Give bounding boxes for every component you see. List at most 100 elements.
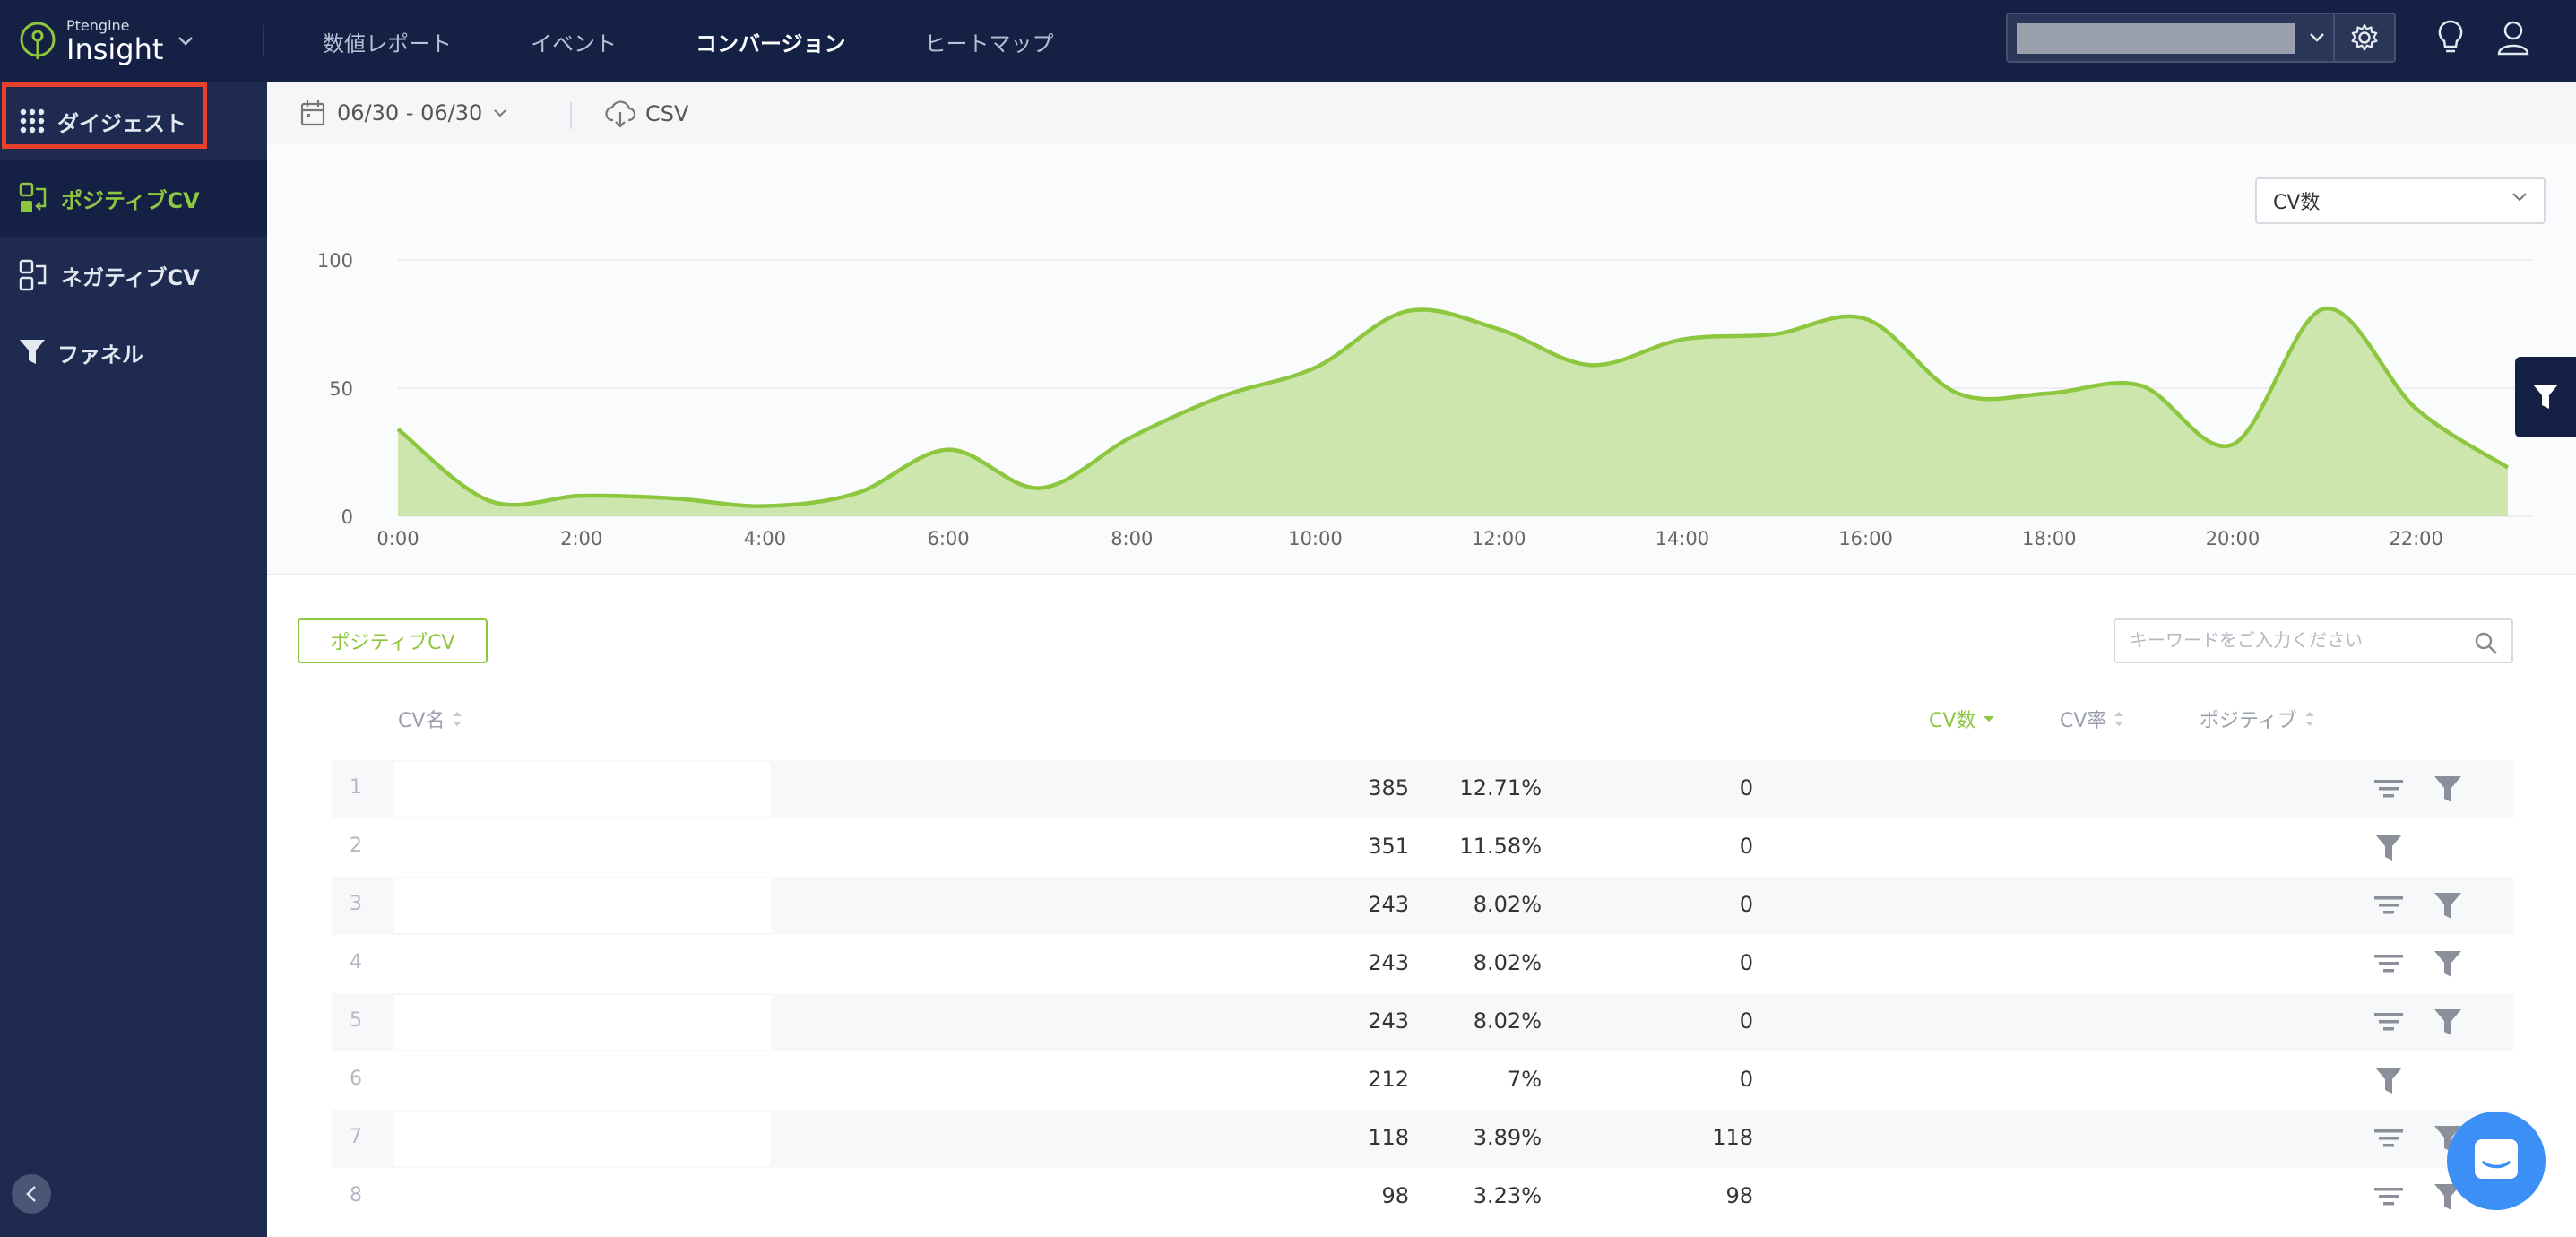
funnel-icon[interactable] [2433,1007,2463,1044]
sidebar-item-positive-cv[interactable]: ポジティブCV [0,160,267,237]
metric-select[interactable]: CV数 [2255,177,2546,224]
chat-support-button[interactable] [2447,1112,2546,1210]
positive-cv-tag[interactable]: ポジティブCV [298,618,488,663]
settings-gear-icon[interactable] [2333,14,2394,61]
table-row[interactable]: 4 243 8.02% 0 [332,935,2513,993]
table-row[interactable]: 8 98 3.23% 98 [332,1168,2513,1226]
cv-count-cell: 243 [1368,950,1409,975]
row-index: 1 [350,776,362,799]
funnel-icon[interactable] [2433,1181,2463,1219]
funnel-icon[interactable] [2433,890,2463,928]
x-tick-label: 18:00 [2022,528,2077,549]
positive-cell: 98 [1725,1183,1753,1208]
x-tick-label: 22:00 [2389,528,2443,549]
filter-panel-toggle[interactable] [2515,357,2576,437]
column-cv-count[interactable]: CV数 [1929,705,1995,733]
row-index: 2 [350,835,362,857]
calendar-icon [300,100,325,126]
sidebar-item-label: ダイジェスト [57,110,186,136]
site-selector[interactable] [2006,13,2396,63]
cloud-download-icon [605,100,636,128]
grid-icon [20,108,45,134]
divider [570,102,572,129]
funnel-icon[interactable] [2373,1065,2404,1103]
table-row[interactable]: 6 212 7% 0 [332,1051,2513,1110]
sidebar: ダイジェスト ポジティブCV ネガティブCV ファネル [0,82,267,1237]
funnel-icon[interactable] [2433,774,2463,811]
ptengine-logo-icon [20,22,56,59]
x-tick-label: 2:00 [560,528,602,549]
positive-cell: 0 [1739,950,1753,975]
funnel-icon[interactable] [2433,948,2463,986]
column-cv-name[interactable]: CV名 [398,705,462,733]
x-tick-label: 10:00 [1288,528,1343,549]
funnel-icon [20,340,45,364]
table-row[interactable]: 2 351 11.58% 0 [332,818,2513,877]
table-row[interactable]: 1 385 12.71% 0 [332,760,2513,818]
sort-icon [453,712,462,726]
x-tick-label: 0:00 [376,528,419,549]
site-name-redacted [2017,23,2295,54]
cv-name-redacted [394,878,771,933]
app-logo[interactable]: Ptengine Insight [18,13,215,70]
top-bar: Ptengine Insight 数値レポート イベント コンバージョン ヒート… [0,0,2576,82]
x-tick-label: 12:00 [1472,528,1526,549]
app-name: Insight [66,32,164,66]
x-tick-label: 4:00 [744,528,786,549]
table-row[interactable]: 7 118 3.89% 118 [332,1110,2513,1168]
nav-numeric-report[interactable]: 数値レポート [323,30,452,56]
cv-rate-cell: 3.23% [1473,1183,1542,1208]
chevron-down-icon [494,109,506,117]
user-icon[interactable] [2495,18,2531,59]
search-icon[interactable] [2474,631,2499,656]
row-index: 4 [350,951,362,973]
table-header: CV名 CV数 CV率 ポジティブ [332,705,2513,740]
cv-rate-cell: 3.89% [1473,1125,1542,1150]
lightbulb-icon[interactable] [2434,18,2467,59]
cv-name-redacted [394,1112,771,1166]
table-row[interactable]: 5 243 8.02% 0 [332,993,2513,1051]
csv-download-button[interactable]: CSV [604,99,688,129]
table-body: 1 385 12.71% 0 2 351 11.58% 0 3 243 8.02% 0 4 243 8.02… [332,760,2513,1226]
cv-rate-cell: 8.02% [1473,892,1542,917]
list-filter-icon[interactable] [2373,953,2404,980]
sidebar-item-funnel[interactable]: ファネル [0,314,267,391]
list-filter-icon[interactable] [2373,1186,2404,1213]
row-index: 7 [350,1126,362,1148]
list-filter-icon[interactable] [2373,1011,2404,1038]
list-filter-icon[interactable] [2373,778,2404,805]
keyword-search[interactable] [2114,618,2513,663]
cv-count-cell: 385 [1368,775,1409,800]
cv-name-redacted [394,1053,771,1108]
divider [263,25,264,57]
vendor-name: Ptengine [66,17,130,34]
sidebar-item-negative-cv[interactable]: ネガティブCV [0,237,267,314]
list-filter-icon[interactable] [2373,1128,2404,1155]
date-range-value: 06/30 - 06/30 [337,100,483,125]
column-cv-rate[interactable]: CV率 [2060,705,2124,733]
sidebar-item-label: ポジティブCV [61,187,200,213]
column-positive[interactable]: ポジティブ [2200,705,2315,733]
date-range-picker[interactable]: 06/30 - 06/30 [299,99,518,127]
chevron-down-icon[interactable] [2304,14,2330,61]
row-index: 5 [350,1009,362,1032]
table-row[interactable]: 3 243 8.02% 0 [332,877,2513,935]
funnel-icon[interactable] [2373,832,2404,869]
x-tick-label: 6:00 [928,528,970,549]
list-filter-icon[interactable] [2373,895,2404,921]
nav-events[interactable]: イベント [531,30,617,56]
sidebar-item-digest[interactable]: ダイジェスト [0,82,267,160]
series-line [396,307,2510,508]
x-tick-label: 20:00 [2206,528,2260,549]
cv-count-cell: 351 [1368,834,1409,859]
sort-icon [2114,712,2124,726]
collapse-sidebar-button[interactable] [12,1174,51,1214]
row-index: 8 [350,1184,362,1207]
nav-conversion[interactable]: コンバージョン [696,30,846,56]
cv-name-redacted [394,762,771,817]
filter-icon [2533,385,2558,409]
nav-heatmap[interactable]: ヒートマップ [924,30,1054,56]
cv-rate-cell: 11.58% [1459,834,1542,859]
keyword-search-input[interactable] [2130,620,2470,660]
row-index: 3 [350,893,362,915]
